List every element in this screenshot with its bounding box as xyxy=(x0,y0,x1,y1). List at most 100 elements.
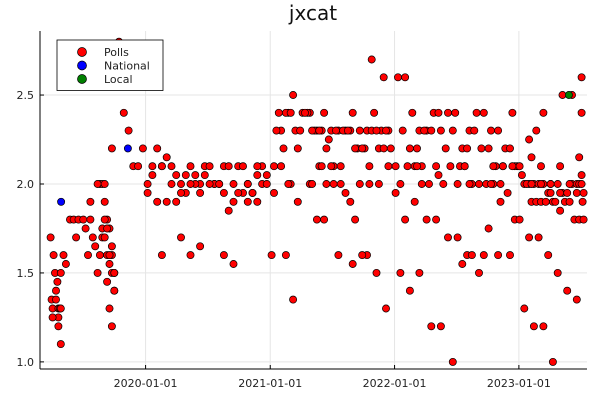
point-polls-279 xyxy=(498,162,507,171)
point-polls-199 xyxy=(312,215,321,224)
point-polls-123 xyxy=(270,162,278,171)
point-polls-259 xyxy=(410,197,419,206)
point-polls-247 xyxy=(446,162,455,171)
point-polls-270 xyxy=(405,286,414,295)
point-polls-158 xyxy=(286,108,295,117)
point-polls-122 xyxy=(253,197,262,206)
point-polls-89 xyxy=(143,188,152,197)
point-polls-44 xyxy=(100,215,109,224)
point-polls-223 xyxy=(398,126,407,135)
point-polls-47 xyxy=(107,242,116,251)
point-polls-33 xyxy=(105,260,114,268)
axes: 2020-01-01 2021-01-01 2022-01-01 2023-01-01… xyxy=(17,31,587,390)
point-polls-58 xyxy=(119,108,128,117)
point-polls-350 xyxy=(579,188,588,197)
point-polls-181 xyxy=(355,180,364,188)
point-polls-86 xyxy=(253,171,262,180)
point-polls-349 xyxy=(579,215,588,224)
point-polls-227 xyxy=(427,126,436,135)
point-polls-137 xyxy=(370,108,379,117)
point-polls-69 xyxy=(172,171,181,180)
point-polls-9 xyxy=(56,268,65,277)
point-polls-214 xyxy=(451,108,460,117)
point-polls-187 xyxy=(293,197,302,206)
point-polls-52 xyxy=(110,286,119,295)
point-polls-168 xyxy=(358,144,367,153)
point-polls-105 xyxy=(177,188,185,197)
point-polls-238 xyxy=(506,144,514,153)
point-polls-262 xyxy=(444,233,452,242)
point-polls-3 xyxy=(49,251,58,260)
point-polls-62 xyxy=(138,144,147,153)
point-polls-118 xyxy=(186,251,195,260)
point-polls-319 xyxy=(544,251,553,260)
point-polls-283 xyxy=(434,171,443,180)
point-polls-156 xyxy=(272,126,281,135)
point-polls-163 xyxy=(322,144,331,153)
x-tick-label-2: 2022-01-01 xyxy=(363,377,427,390)
point-polls-114 xyxy=(262,180,271,188)
point-polls-196 xyxy=(267,251,276,260)
legend-marker-polls xyxy=(77,47,87,57)
point-polls-218 xyxy=(479,108,488,117)
point-polls-38 xyxy=(100,233,109,242)
point-polls-100 xyxy=(248,188,257,197)
point-polls-201 xyxy=(334,251,343,260)
point-polls-91 xyxy=(162,197,171,206)
point-polls-331 xyxy=(537,162,545,171)
point-polls-208 xyxy=(408,108,417,117)
y-tick-label-1: 1.5 xyxy=(17,267,35,280)
point-polls-190 xyxy=(329,180,338,188)
point-polls-343 xyxy=(525,135,534,144)
legend-box xyxy=(56,39,164,91)
point-polls-59 xyxy=(124,126,133,135)
point-polls-326 xyxy=(548,357,557,366)
point-polls-50 xyxy=(105,304,114,313)
legend-label-polls: Polls xyxy=(104,46,129,59)
point-polls-92 xyxy=(172,197,181,206)
point-polls-90 xyxy=(153,197,162,206)
point-polls-224 xyxy=(405,144,414,153)
point-polls-225 xyxy=(413,144,421,153)
point-polls-23 xyxy=(81,224,90,233)
series-local xyxy=(564,91,573,99)
point-polls-334 xyxy=(565,180,574,188)
point-polls-14 xyxy=(54,322,63,331)
point-polls-184 xyxy=(384,162,393,171)
legend-label-national: National xyxy=(104,60,150,73)
point-polls-113 xyxy=(253,162,262,171)
legend-label-local: Local xyxy=(104,73,133,86)
legend-marker-national xyxy=(77,60,87,71)
point-polls-13 xyxy=(52,295,60,304)
point-polls-336 xyxy=(577,171,586,180)
chart-title: jxcat xyxy=(288,1,337,25)
point-polls-309 xyxy=(546,188,555,197)
point-polls-179 xyxy=(336,180,345,188)
point-polls-226 xyxy=(420,126,429,135)
point-polls-25 xyxy=(86,215,95,224)
point-polls-260 xyxy=(422,215,431,224)
point-polls-243 xyxy=(417,180,426,188)
point-polls-51 xyxy=(107,322,116,331)
point-polls-53 xyxy=(86,197,95,206)
point-polls-107 xyxy=(196,188,205,197)
point-polls-325 xyxy=(539,322,548,331)
point-polls-110 xyxy=(224,206,233,215)
point-polls-232 xyxy=(463,144,472,153)
legend-marker-local xyxy=(77,74,87,84)
point-polls-5 xyxy=(52,286,60,295)
point-polls-340 xyxy=(546,180,555,188)
point-polls-165 xyxy=(336,162,345,171)
point-polls-157 xyxy=(279,144,288,153)
point-polls-313 xyxy=(565,197,574,206)
point-polls-194 xyxy=(372,268,381,277)
point-polls-290 xyxy=(515,162,524,171)
point-polls-177 xyxy=(322,180,331,188)
point-polls-111 xyxy=(234,188,243,197)
point-polls-324 xyxy=(529,322,538,331)
point-polls-284 xyxy=(465,180,474,188)
point-polls-61 xyxy=(134,162,143,171)
point-polls-20 xyxy=(72,233,81,242)
point-polls-222 xyxy=(508,108,517,117)
point-polls-142 xyxy=(289,91,298,99)
